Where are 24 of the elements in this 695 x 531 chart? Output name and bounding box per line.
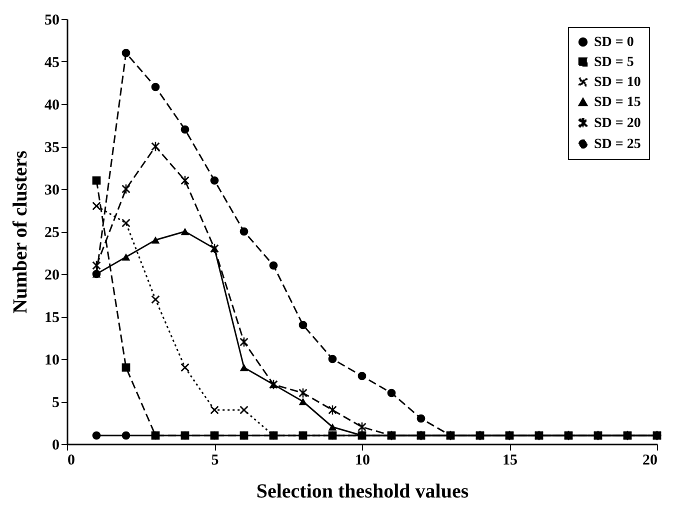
x-tick-label: 5 xyxy=(211,452,219,468)
legend-label: SD = 5 xyxy=(594,55,634,70)
y-tick-label: 0 xyxy=(52,438,60,454)
y-tick-label: 25 xyxy=(44,225,60,241)
x-tick-label: 0 xyxy=(68,452,75,468)
y-tick-label: 20 xyxy=(44,268,60,284)
x-tick-label: 15 xyxy=(502,452,518,468)
y-tick-label: 40 xyxy=(44,98,60,114)
x-axis-title: Selection theshold values xyxy=(256,480,469,502)
legend-label: SD = 10 xyxy=(594,75,641,90)
y-tick-label: 15 xyxy=(44,310,60,326)
y-tick-label: 45 xyxy=(44,55,60,71)
legend-label: SD = 20 xyxy=(594,116,641,131)
y-tick-label: 35 xyxy=(44,140,60,156)
y-axis-title: Number of clusters xyxy=(10,150,32,314)
legend-label: SD = 15 xyxy=(594,95,641,110)
y-tick-label: 30 xyxy=(44,182,60,198)
legend-label: SD = 0 xyxy=(594,35,634,50)
y-tick-label: 10 xyxy=(44,352,60,368)
legend-label: SD = 25 xyxy=(594,137,641,152)
y-tick-label: 5 xyxy=(52,395,60,411)
x-tick-label: 10 xyxy=(355,452,370,468)
x-tick-label: 20 xyxy=(642,452,658,468)
y-tick-label: 50 xyxy=(44,12,60,28)
